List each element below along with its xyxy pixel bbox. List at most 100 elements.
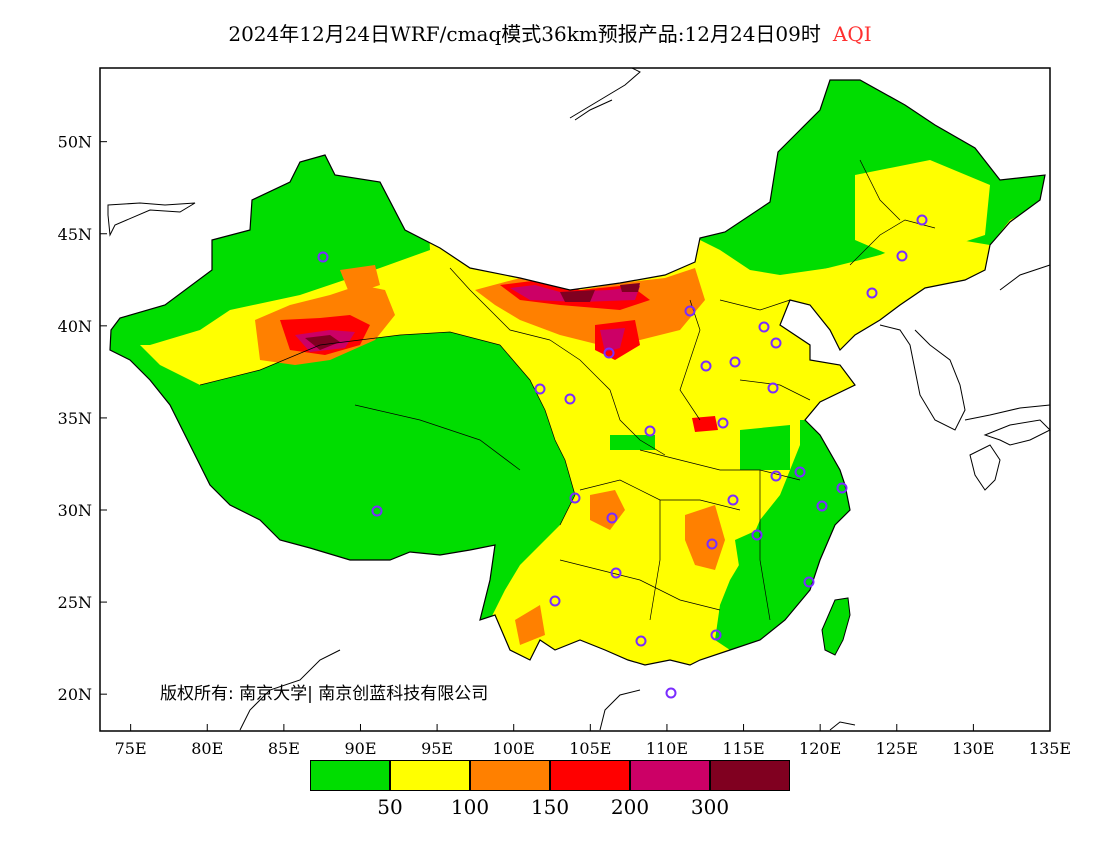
longitude-tick-label: 85E <box>268 739 300 758</box>
city-marker <box>635 635 647 647</box>
province-line-6 <box>719 299 791 311</box>
city-marker <box>794 466 806 478</box>
province-line-5 <box>679 299 701 421</box>
longitude-tick-label: 110E <box>646 739 688 758</box>
city-marker <box>916 214 928 226</box>
copyright-notice: 版权所有: 南京大学| 南京创蓝科技有限公司 <box>160 684 489 704</box>
province-line-2 <box>499 344 576 526</box>
city-marker <box>706 538 718 550</box>
orange-hunan <box>685 505 725 570</box>
purple-shanxi <box>600 328 625 352</box>
legend-swatch <box>550 760 630 791</box>
title-text: 2024年12月24日WRF/cmaq模式36km预报产品:12月24日09时 <box>228 22 821 46</box>
legend-swatch <box>310 760 390 791</box>
taiwan-island <box>821 597 851 656</box>
legend-label: 300 <box>690 795 730 819</box>
longitude-tick-label: 125E <box>876 739 918 758</box>
province-line-1 <box>199 331 501 386</box>
red-henan <box>692 416 718 432</box>
province-line-14 <box>859 159 901 221</box>
city-markers <box>317 214 928 699</box>
city-marker <box>717 417 729 429</box>
province-line-7 <box>739 379 811 401</box>
province-line-11 <box>649 500 661 621</box>
city-marker <box>770 337 782 349</box>
latitude-tick-label: 50N <box>58 133 92 152</box>
aqi-yellow-regions <box>820 160 990 320</box>
city-marker <box>803 576 815 588</box>
city-marker <box>317 251 329 263</box>
kazakh-border-line <box>107 202 196 237</box>
city-marker <box>751 529 763 541</box>
city-marker <box>569 492 581 504</box>
legend-swatch <box>710 760 790 791</box>
indochina-coast <box>239 649 641 731</box>
green-shandong <box>610 435 655 450</box>
maroon-ordos-east <box>620 283 640 292</box>
city-marker <box>610 567 622 579</box>
latitude-tick-label: 20N <box>58 685 92 704</box>
city-marker <box>665 687 677 699</box>
province-line-3 <box>449 267 551 341</box>
longitude-tick-label: 90E <box>344 739 376 758</box>
longitude-axis: 75E 80E 85E 90E 95E 100E 105E 110E 115E 120E 125E 1… <box>115 724 1071 758</box>
city-marker <box>606 512 618 524</box>
orange-yunnan <box>515 605 545 645</box>
green-jiangnan <box>740 425 790 470</box>
orange-xinjiang-north-patch <box>340 265 380 295</box>
korea-coast <box>879 324 966 431</box>
longitude-tick-label: 100E <box>493 739 535 758</box>
japan-north-coast <box>999 264 1051 291</box>
neighbor-coastlines <box>107 67 1051 731</box>
city-marker <box>767 382 779 394</box>
city-marker <box>564 393 576 405</box>
legend-label: 200 <box>610 795 650 819</box>
city-marker <box>896 250 908 262</box>
sakhalin-coast <box>569 67 641 121</box>
map-title: 2024年12月24日WRF/cmaq模式36km预报产品:12月24日09时 A… <box>0 18 1100 47</box>
title-aqi-label: AQI <box>832 22 872 46</box>
legend-swatch <box>390 760 470 791</box>
city-marker <box>534 383 546 395</box>
legend-label: 50 <box>377 795 403 819</box>
longitude-tick-label: 130E <box>952 739 994 758</box>
longitude-tick-label: 105E <box>569 739 611 758</box>
city-marker <box>770 470 782 482</box>
city-marker <box>729 356 741 368</box>
city-marker <box>700 360 712 372</box>
city-marker <box>727 494 739 506</box>
yellow-jilin <box>855 160 990 255</box>
legend-label: 100 <box>450 795 490 819</box>
longitude-tick-label: 80E <box>191 739 223 758</box>
city-marker <box>758 321 770 333</box>
province-line-10 <box>559 559 721 611</box>
longitude-tick-label: 75E <box>115 739 147 758</box>
city-marker <box>816 500 828 512</box>
yellow-liaoning <box>820 255 890 320</box>
latitude-axis: 20N 25N 30N 35N 40N 45N 50N <box>58 133 107 704</box>
philippines-coast <box>829 721 856 731</box>
legend-swatch <box>470 760 550 791</box>
latitude-tick-label: 30N <box>58 501 92 520</box>
latitude-tick-label: 35N <box>58 409 92 428</box>
legend-swatch <box>630 760 710 791</box>
latitude-tick-label: 40N <box>58 317 92 336</box>
city-marker <box>549 595 561 607</box>
province-line-15 <box>354 404 521 471</box>
japan-coast <box>964 404 1051 491</box>
city-marker <box>371 505 383 517</box>
latitude-tick-label: 45N <box>58 225 92 244</box>
longitude-tick-label: 95E <box>421 739 453 758</box>
province-line-12 <box>759 470 771 621</box>
longitude-tick-label: 135E <box>1029 739 1071 758</box>
city-marker <box>644 425 656 437</box>
city-marker <box>603 347 615 359</box>
longitude-tick-label: 120E <box>799 739 841 758</box>
province-line-4 <box>549 339 666 456</box>
longitude-tick-label: 115E <box>722 739 764 758</box>
green-fujian-guangdong <box>735 520 780 605</box>
aqi-maroon-regions <box>305 283 640 350</box>
legend-label: 150 <box>530 795 570 819</box>
latitude-tick-label: 25N <box>58 593 92 612</box>
